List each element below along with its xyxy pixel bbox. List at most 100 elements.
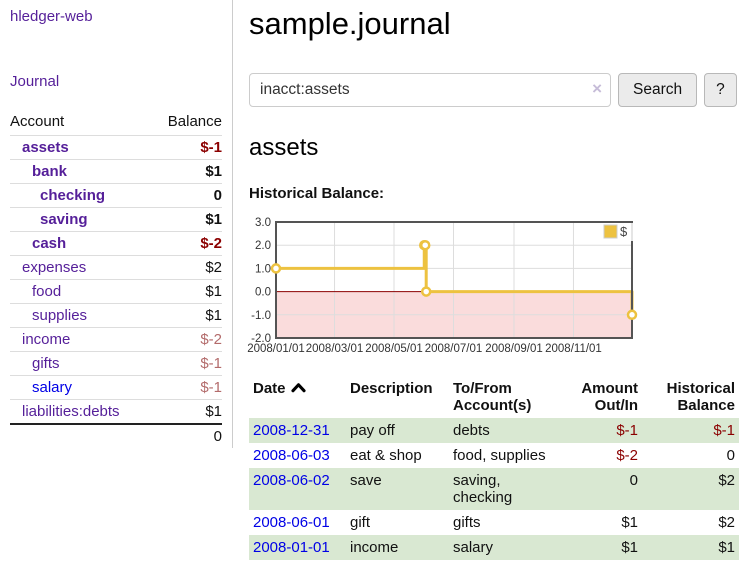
svg-text:2008/01/01: 2008/01/01 — [247, 343, 305, 355]
account-row: expenses $2 — [10, 255, 222, 280]
account-name-cell: checking — [10, 183, 152, 208]
account-table: Account Balance assets $-1 bank $1 checking 0… — [10, 110, 222, 448]
account-balance: 0 — [151, 183, 222, 208]
account-link[interactable]: liabilities:debts — [22, 403, 120, 420]
account-total-row: 0 — [10, 423, 222, 448]
transaction-date-link[interactable]: 2008-06-03 — [253, 447, 330, 464]
account-link[interactable]: salary — [32, 379, 73, 396]
account-link[interactable]: bank — [32, 163, 68, 180]
register-table: Date Description To/From Account(s) Amou… — [249, 378, 739, 560]
transaction-date-link[interactable]: 2008-06-02 — [253, 472, 330, 489]
help-button[interactable]: ? — [704, 73, 737, 107]
account-name-cell: food — [10, 279, 152, 304]
main-content: sample.journal × Search ? assets Histori… — [233, 0, 742, 560]
transaction-description: eat & shop — [350, 447, 422, 464]
search-input[interactable] — [249, 73, 611, 107]
transaction-description: income — [350, 539, 399, 556]
transaction-accounts: gifts — [453, 514, 481, 531]
transaction-description: gift — [350, 514, 371, 531]
transaction-date-cell: 2008-06-02 — [249, 468, 346, 510]
sort-ascending-icon — [290, 383, 306, 393]
svg-text:3.0: 3.0 — [255, 217, 271, 229]
transaction-balance: 0 — [726, 447, 735, 464]
account-name-cell: liabilities:debts — [10, 399, 152, 424]
clear-search-icon[interactable]: × — [592, 79, 602, 98]
data-point-marker — [419, 239, 431, 251]
transaction-accounts: debts — [453, 422, 490, 439]
account-balance: $-2 — [151, 231, 222, 256]
transaction-description: pay off — [350, 422, 395, 439]
nav-journal-link[interactable]: Journal — [10, 73, 60, 90]
account-row: saving $1 — [10, 207, 222, 232]
transaction-accounts: salary — [453, 539, 494, 556]
transaction-amount: 0 — [629, 472, 638, 489]
register-header-row: Date Description To/From Account(s) Amou… — [249, 378, 739, 418]
svg-text:2008/03/01: 2008/03/01 — [306, 343, 364, 355]
transaction-date-link[interactable]: 2008-12-31 — [253, 422, 330, 439]
data-point-marker — [626, 309, 638, 321]
transaction-amount: $1 — [621, 514, 638, 531]
balance-column-header: Balance — [167, 113, 222, 130]
account-row: food $1 — [10, 279, 222, 304]
sidebar-nav: Journal — [10, 73, 222, 90]
page-root: hledger-web Journal Account Balance asse… — [10, 0, 742, 560]
account-link[interactable]: income — [22, 331, 71, 348]
transaction-date-link[interactable]: 2008-01-01 — [253, 539, 330, 556]
account-row: liabilities:debts $1 — [10, 399, 222, 424]
account-link[interactable]: saving — [40, 211, 88, 228]
register-row: 2008-06-02 save saving, checking 0 $2 — [249, 468, 739, 510]
account-row: assets $-1 — [10, 135, 222, 160]
account-balance: $1 — [151, 303, 222, 328]
description-column-header: Description — [350, 380, 433, 397]
account-name-cell: income — [10, 327, 152, 352]
account-link[interactable]: expenses — [22, 259, 87, 276]
account-balance: $-1 — [151, 135, 222, 160]
account-balance: $1 — [151, 207, 222, 232]
transaction-description: save — [350, 472, 382, 489]
app-title-link[interactable]: hledger-web — [10, 8, 93, 25]
account-row: gifts $-1 — [10, 351, 222, 376]
app-title: hledger-web — [10, 8, 222, 25]
account-link[interactable]: gifts — [32, 355, 60, 372]
transaction-amount: $-1 — [616, 422, 638, 439]
account-link[interactable]: food — [32, 283, 62, 300]
transaction-amount: $-2 — [616, 447, 638, 464]
svg-text:1.0: 1.0 — [255, 263, 271, 275]
account-name-cell: bank — [10, 159, 152, 184]
account-name-cell: supplies — [10, 303, 152, 328]
account-balance: $2 — [151, 255, 222, 280]
account-link[interactable]: supplies — [32, 307, 88, 324]
account-link[interactable]: checking — [40, 187, 106, 204]
date-column-header[interactable]: Date — [249, 378, 346, 418]
amount-column-header: Amount Out/In — [581, 380, 638, 414]
transaction-date-cell: 2008-01-01 — [249, 535, 346, 560]
svg-text:2008/05/01: 2008/05/01 — [365, 343, 423, 355]
account-row: cash $-2 — [10, 231, 222, 256]
data-point-marker — [420, 286, 432, 297]
transaction-accounts: saving, checking — [453, 472, 513, 506]
transaction-accounts: food, supplies — [453, 447, 546, 464]
svg-text:2008/07/01: 2008/07/01 — [425, 343, 483, 355]
transaction-amount: $1 — [621, 539, 638, 556]
account-row: supplies $1 — [10, 303, 222, 328]
register-body: 2008-12-31 pay off debts $-1 $-1 2008-06-03 ea… — [249, 418, 739, 560]
search-button[interactable]: Search — [618, 73, 698, 107]
account-balance: $-1 — [151, 351, 222, 376]
account-table-header: Account Balance — [10, 110, 222, 136]
svg-text:-1.0: -1.0 — [251, 310, 271, 322]
svg-text:2.0: 2.0 — [255, 240, 271, 252]
transaction-date-cell: 2008-06-01 — [249, 510, 346, 535]
svg-text:2008/11/01: 2008/11/01 — [545, 343, 602, 355]
account-row: bank $1 — [10, 159, 222, 184]
legend-swatch-icon — [603, 224, 618, 239]
transaction-balance: $-1 — [713, 422, 735, 439]
account-balance: $1 — [151, 279, 222, 304]
account-link[interactable]: assets — [22, 139, 69, 156]
account-link[interactable]: cash — [32, 235, 67, 252]
transaction-date-link[interactable]: 2008-06-01 — [253, 514, 330, 531]
account-row: salary $-1 — [10, 375, 222, 400]
account-balance: $-2 — [151, 327, 222, 352]
transaction-date-cell: 2008-06-03 — [249, 443, 346, 468]
register-row: 2008-06-03 eat & shop food, supplies $-2 0 — [249, 443, 739, 468]
